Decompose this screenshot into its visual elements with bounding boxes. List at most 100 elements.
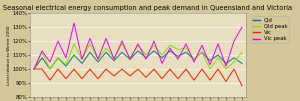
- Vic: [168, 68, 172, 70]
- Qld: [216, 54, 220, 56]
- Vic peak: [168, 47, 172, 49]
- Vic: [192, 80, 196, 81]
- Vic peak: [192, 61, 196, 63]
- Qld: [168, 50, 172, 51]
- Qld: [224, 63, 228, 64]
- Line: Vic peak: Vic peak: [34, 23, 242, 69]
- Vic: [208, 80, 212, 81]
- Vic peak: [136, 43, 140, 44]
- Qld: [96, 61, 100, 63]
- Legend: Qld, Qld peak, Vic, Vic peak: Qld, Qld peak, Vic, Vic peak: [252, 16, 289, 43]
- Qld: [104, 52, 108, 53]
- Qld: [136, 50, 140, 51]
- Vic: [120, 68, 124, 70]
- Qld: [208, 60, 212, 61]
- Qld peak: [104, 47, 108, 49]
- Qld: [240, 63, 244, 64]
- Qld peak: [192, 59, 196, 60]
- Qld: [40, 57, 44, 58]
- Qld peak: [152, 45, 156, 46]
- Qld peak: [64, 64, 68, 65]
- Qld peak: [120, 43, 124, 44]
- Line: Qld: Qld: [34, 51, 242, 69]
- Vic: [160, 78, 164, 79]
- Vic peak: [56, 41, 60, 42]
- Qld peak: [176, 49, 180, 50]
- Vic peak: [120, 41, 124, 42]
- Qld peak: [160, 54, 164, 56]
- Vic: [240, 85, 244, 86]
- Qld: [112, 60, 116, 61]
- Qld peak: [200, 52, 204, 53]
- Qld: [48, 68, 52, 70]
- Vic peak: [72, 22, 76, 24]
- Qld peak: [136, 45, 140, 46]
- Vic: [64, 78, 68, 79]
- Vic peak: [152, 41, 156, 42]
- Vic: [56, 68, 60, 70]
- Qld peak: [56, 57, 60, 58]
- Qld: [192, 59, 196, 60]
- Vic peak: [64, 57, 68, 58]
- Vic peak: [240, 26, 244, 28]
- Qld peak: [232, 61, 236, 63]
- Vic peak: [88, 38, 92, 39]
- Qld peak: [128, 57, 132, 58]
- Vic peak: [32, 68, 36, 70]
- Text: Seasonal electrical energy consumption and peak demand in Queensland and Victori: Seasonal electrical energy consumption a…: [3, 5, 292, 11]
- Line: Qld peak: Qld peak: [34, 44, 242, 69]
- Qld peak: [112, 57, 116, 58]
- Qld: [56, 57, 60, 58]
- Vic: [112, 75, 116, 77]
- Vic: [80, 78, 84, 79]
- Qld peak: [88, 43, 92, 44]
- Qld: [88, 52, 92, 53]
- Qld peak: [168, 45, 172, 46]
- Qld peak: [224, 68, 228, 70]
- Qld: [120, 52, 124, 53]
- Vic: [152, 68, 156, 70]
- Vic: [232, 68, 236, 70]
- Vic: [72, 68, 76, 70]
- Vic: [136, 68, 140, 70]
- Line: Vic: Vic: [34, 69, 242, 86]
- Vic peak: [232, 41, 236, 42]
- Qld: [200, 52, 204, 53]
- Qld: [232, 57, 236, 58]
- Qld: [72, 54, 76, 56]
- Vic: [48, 80, 52, 81]
- Vic: [176, 78, 180, 79]
- Vic peak: [144, 59, 148, 60]
- Vic: [200, 68, 204, 70]
- Qld peak: [72, 43, 76, 44]
- Qld peak: [96, 59, 100, 60]
- Vic peak: [104, 38, 108, 39]
- Vic: [104, 68, 108, 70]
- Qld peak: [40, 52, 44, 53]
- Qld: [32, 68, 36, 70]
- Vic peak: [160, 63, 164, 64]
- Qld peak: [80, 59, 84, 60]
- Vic peak: [224, 66, 228, 67]
- Qld peak: [184, 47, 188, 49]
- Qld: [160, 57, 164, 58]
- Vic: [224, 81, 228, 82]
- Qld: [128, 59, 132, 60]
- Vic: [216, 68, 220, 70]
- Qld peak: [208, 68, 212, 70]
- Vic peak: [208, 64, 212, 65]
- Vic: [128, 75, 132, 77]
- Qld: [144, 57, 148, 58]
- Vic: [144, 77, 148, 78]
- Vic peak: [96, 59, 100, 60]
- Vic peak: [216, 43, 220, 44]
- Qld peak: [240, 52, 244, 53]
- Vic peak: [48, 61, 52, 63]
- Vic: [40, 68, 44, 70]
- Qld peak: [216, 57, 220, 58]
- Vic peak: [112, 59, 116, 60]
- Vic: [88, 68, 92, 70]
- Qld: [184, 52, 188, 53]
- Vic peak: [184, 43, 188, 44]
- Qld peak: [32, 68, 36, 70]
